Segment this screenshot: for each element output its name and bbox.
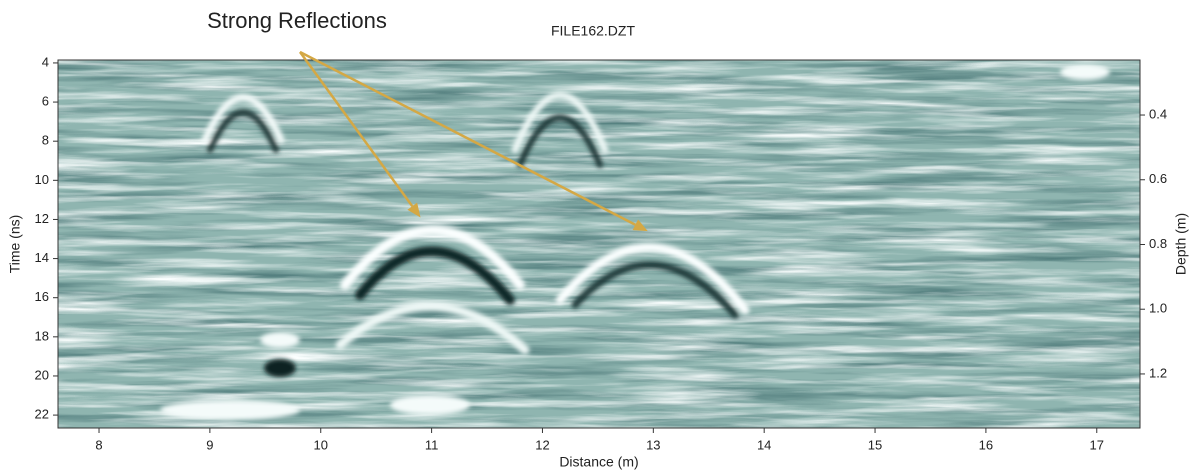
- y-tick-label: 14: [35, 250, 49, 265]
- y-tick-label: 20: [35, 367, 49, 382]
- y-tick-label: 18: [35, 328, 49, 343]
- y-tick-label: 6: [42, 94, 49, 109]
- x-tick-label: 17: [1090, 437, 1104, 452]
- y2-axis-label: Depth (m): [1173, 213, 1189, 275]
- radargram-image: [58, 60, 1140, 428]
- y2-tick-label: 1.2: [1149, 365, 1167, 380]
- x-axis-label: Distance (m): [559, 454, 638, 470]
- chart: FILE162.DZT Distance (m) Time (ns) Depth…: [0, 0, 1191, 472]
- x-tick-label: 12: [535, 437, 549, 452]
- x-tick-label: 10: [314, 437, 328, 452]
- y2-tick-label: 0.4: [1149, 106, 1167, 121]
- page: {"chart_data": { "type": "radargram", "t…: [0, 0, 1191, 472]
- chart-title: FILE162.DZT: [551, 23, 635, 39]
- y-tick-label: 12: [35, 211, 49, 226]
- x-tick-label: 13: [646, 437, 660, 452]
- x-tick-label: 14: [757, 437, 771, 452]
- x-tick-label: 11: [425, 437, 439, 452]
- y-tick-label: 8: [42, 133, 49, 148]
- y2-tick-label: 0.8: [1149, 236, 1167, 251]
- x-tick-label: 16: [979, 437, 993, 452]
- y-tick-label: 16: [35, 289, 49, 304]
- y-tick-label: 10: [35, 172, 49, 187]
- y2-tick-label: 0.6: [1149, 171, 1167, 186]
- y-tick-label: 22: [35, 407, 49, 422]
- x-tick-label: 15: [868, 437, 882, 452]
- y-tick-label: 4: [42, 54, 49, 69]
- x-tick-label: 8: [95, 437, 102, 452]
- y-axis-label: Time (ns): [7, 215, 23, 274]
- y2-tick-label: 1.0: [1149, 301, 1167, 316]
- x-tick-label: 9: [206, 437, 213, 452]
- annotation-text: Strong Reflections: [207, 8, 387, 33]
